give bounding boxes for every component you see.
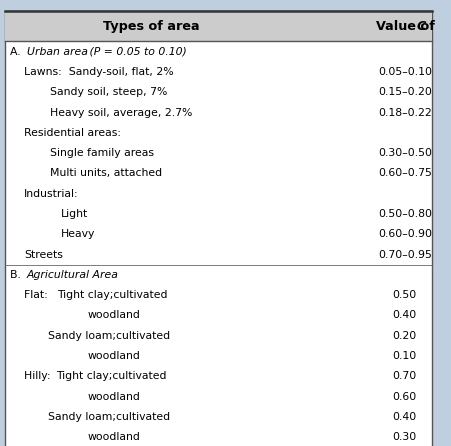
Text: 0.15–0.20: 0.15–0.20 (377, 87, 431, 97)
Text: 0.18–0.22: 0.18–0.22 (377, 107, 431, 117)
Text: Sandy loam;cultivated: Sandy loam;cultivated (48, 331, 170, 341)
Text: 0.60–0.75: 0.60–0.75 (377, 169, 431, 178)
Text: Light: Light (61, 209, 88, 219)
Text: 0.70–0.95: 0.70–0.95 (377, 250, 431, 260)
Text: woodland: woodland (87, 310, 140, 320)
Text: Types of area: Types of area (103, 20, 199, 33)
Text: 0.60: 0.60 (392, 392, 416, 401)
Text: Multi units, attached: Multi units, attached (50, 169, 162, 178)
Text: A.: A. (9, 47, 27, 57)
Text: Sandy soil, steep, 7%: Sandy soil, steep, 7% (50, 87, 167, 97)
Text: Streets: Streets (24, 250, 63, 260)
Text: Flat:: Flat: (24, 290, 58, 300)
Text: 0.50–0.80: 0.50–0.80 (377, 209, 431, 219)
Text: Heavy: Heavy (61, 229, 96, 239)
Text: 0.20: 0.20 (392, 331, 416, 341)
Text: woodland: woodland (87, 432, 140, 442)
Text: woodland: woodland (87, 392, 140, 401)
Text: Sandy loam;cultivated: Sandy loam;cultivated (48, 412, 170, 422)
Text: 0.10: 0.10 (392, 351, 416, 361)
Text: Heavy soil, average, 2.7%: Heavy soil, average, 2.7% (50, 107, 192, 117)
Text: Agricultural Area: Agricultural Area (27, 270, 119, 280)
Text: 0.30: 0.30 (392, 432, 416, 442)
Text: 0.40: 0.40 (392, 310, 416, 320)
Text: Tight clay;cultivated: Tight clay;cultivated (57, 290, 167, 300)
Text: woodland: woodland (87, 351, 140, 361)
Text: Lawns:  Sandy-soil, flat, 2%: Lawns: Sandy-soil, flat, 2% (24, 67, 173, 77)
Text: Single family areas: Single family areas (50, 148, 154, 158)
Text: Tight clay;cultivated: Tight clay;cultivated (56, 372, 166, 381)
Bar (5, 11, 432, 41)
Text: Industrial:: Industrial: (24, 189, 78, 198)
Text: B.: B. (9, 270, 28, 280)
Text: Urban area: Urban area (27, 47, 87, 57)
Text: Hilly:: Hilly: (24, 372, 57, 381)
Text: (P = 0.05 to 0.10): (P = 0.05 to 0.10) (85, 47, 186, 57)
Text: Value of: Value of (376, 20, 439, 33)
Text: C: C (416, 20, 425, 33)
Text: 0.50: 0.50 (392, 290, 416, 300)
Text: 0.60–0.90: 0.60–0.90 (377, 229, 431, 239)
Text: 0.05–0.10: 0.05–0.10 (377, 67, 431, 77)
Text: Residential areas:: Residential areas: (24, 128, 121, 138)
Text: 0.30–0.50: 0.30–0.50 (377, 148, 431, 158)
Text: 0.40: 0.40 (392, 412, 416, 422)
Text: 0.70: 0.70 (392, 372, 416, 381)
